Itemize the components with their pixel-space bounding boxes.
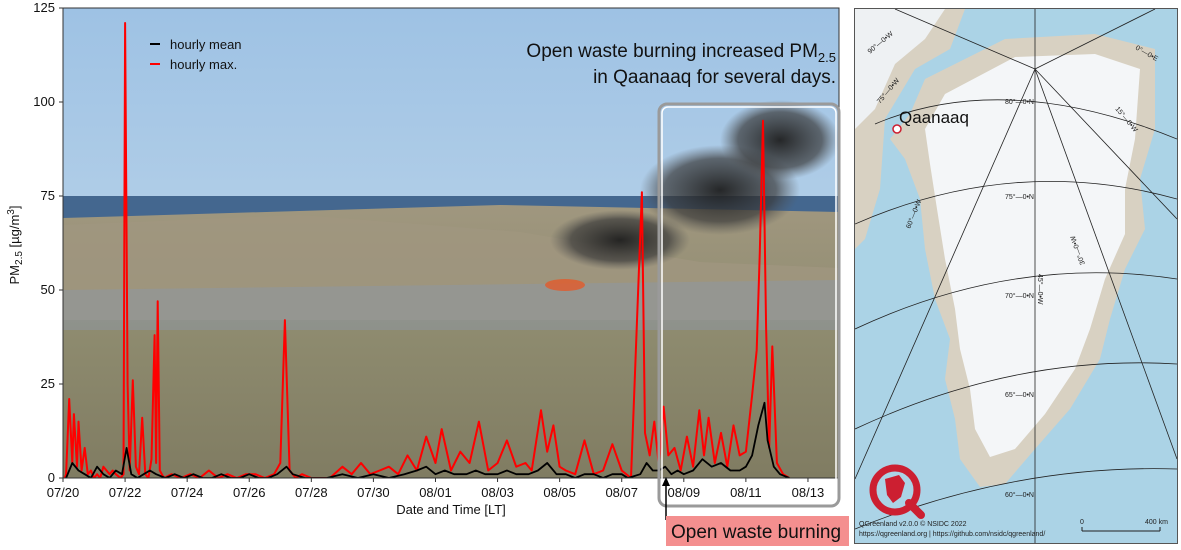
arctic-ice-cap (855, 9, 945, 129)
svg-text:80°—0•N: 80°—0•N (1005, 98, 1034, 106)
scale-bar: 0 400 km (1080, 519, 1168, 532)
qaanaaq-label: Qaanaaq (899, 108, 969, 127)
x-tick-label: 08/11 (730, 485, 762, 500)
x-tick-label: 07/30 (357, 485, 390, 500)
y-tick-label: 100 (33, 94, 55, 109)
series-line-hourly-mean (65, 401, 790, 478)
chart-title-line1: Open waste burning increased PM2.5 (526, 41, 836, 65)
x-tick-label: 08/03 (481, 485, 514, 500)
y-tick-label: 25 (41, 376, 55, 391)
qgreenland-logo-icon (869, 464, 925, 519)
x-tick-label: 08/07 (605, 485, 638, 500)
x-tick-label: 08/01 (419, 485, 452, 500)
x-tick-label: 08/09 (668, 485, 701, 500)
legend-label-mean: hourly mean (170, 37, 242, 52)
svg-text:0: 0 (1080, 519, 1084, 526)
x-tick-label: 08/05 (543, 485, 576, 500)
y-tick-label: 75 (41, 188, 55, 203)
greenland-map: 80°—0•N 75°—0•N 70°—0•N 65°—0•N 60°—0•N … (854, 8, 1178, 544)
svg-text:65°—0•N: 65°—0•N (1005, 391, 1034, 399)
burning-label: Open waste burning (671, 522, 841, 543)
x-tick-label: 07/28 (295, 485, 328, 500)
y-tick-label: 0 (48, 470, 55, 485)
burning-label-bg (666, 516, 849, 546)
x-tick-label: 07/24 (171, 485, 204, 500)
svg-text:400 km: 400 km (1145, 519, 1168, 526)
x-tick-label: 08/13 (792, 485, 825, 500)
svg-text:75°—0•N: 75°—0•N (1005, 193, 1034, 201)
svg-text:70°—0•N: 70°—0•N (1005, 292, 1034, 300)
series-line-hourly-max (63, 22, 790, 478)
y-axis-label: PM2.5 [µg/m3] (6, 206, 25, 285)
qaanaaq-marker (892, 124, 902, 134)
map-credit-line2: https://qgreenland.org | https://github.… (859, 531, 1045, 538)
chart-title-line2: in Qaanaaq for several days. (593, 67, 836, 88)
legend-label-max: hourly max. (170, 57, 237, 72)
x-tick-label: 07/20 (47, 485, 80, 500)
map-credit-line1: QGreenland v2.0.0 © NSIDC 2022 (859, 520, 967, 528)
y-tick-label: 125 (33, 0, 55, 15)
burning-arrowhead (662, 477, 670, 486)
burning-period-box (657, 102, 841, 508)
x-tick-label: 07/26 (233, 485, 266, 500)
burning-period-box-inner (661, 106, 837, 504)
svg-text:45°—0•W: 45°—0•W (1036, 274, 1044, 305)
graticule (855, 9, 1177, 543)
x-axis-label: Date and Time [LT] (396, 502, 506, 517)
legend: hourly mean hourly max. (150, 37, 242, 72)
x-tick-label: 07/22 (109, 485, 142, 500)
y-tick-label: 50 (41, 282, 55, 297)
greenland-ice-sheet (925, 54, 1140, 457)
svg-text:60°—0•N: 60°—0•N (1005, 491, 1034, 499)
